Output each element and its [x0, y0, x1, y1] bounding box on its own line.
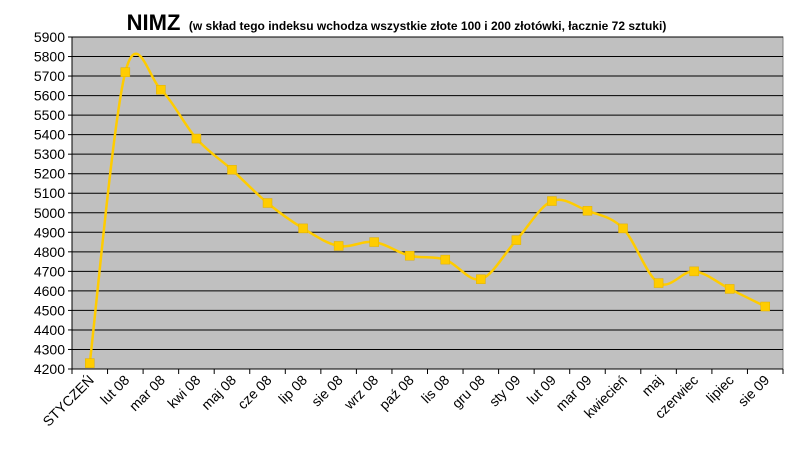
y-tick-label: 4600: [34, 283, 65, 299]
data-point: [476, 274, 486, 284]
x-tick-label: kwi 08: [164, 372, 204, 412]
y-tick-label: 5600: [34, 88, 65, 104]
y-tick-label: 5300: [34, 146, 65, 162]
plot-area: [71, 36, 784, 370]
y-tick-label: 4900: [34, 224, 65, 240]
data-point: [120, 67, 131, 77]
y-tick-label: 5900: [34, 29, 65, 45]
x-tick-label: sie 09: [735, 372, 773, 410]
data-point: [440, 254, 451, 265]
data-point: [227, 165, 237, 175]
gridlines: [72, 36, 783, 350]
y-tick-label: 5400: [34, 127, 65, 143]
x-tick-label: paź 08: [376, 372, 417, 413]
x-tick-label: wrz 08: [340, 372, 381, 413]
y-tick-label: 5800: [34, 49, 65, 65]
x-tick-label: mar 08: [126, 372, 168, 414]
chart-title: NIMZ (w skład tego indeksu wchodza wszys…: [0, 10, 793, 36]
y-tick-label: 4400: [34, 322, 65, 338]
data-point: [653, 278, 664, 288]
y-tick-label: 5000: [34, 205, 65, 221]
data-point: [511, 235, 522, 245]
y-tick-label: 4200: [34, 361, 65, 377]
data-point: [191, 133, 202, 144]
x-tick-label: maj: [638, 372, 665, 399]
x-tick-label: lipiec: [703, 372, 737, 406]
y-tick-label: 4700: [34, 263, 65, 279]
x-tick-label: gru 08: [449, 372, 489, 412]
x-tick-label: STYCZEŃ: [39, 372, 97, 430]
chart-subtitle: (w skład tego indeksu wchodza wszystkie …: [188, 19, 667, 33]
data-point: [760, 301, 770, 312]
chart-title-main: NIMZ: [126, 10, 181, 35]
data-point: [724, 284, 735, 294]
data-point: [262, 198, 273, 208]
y-tick-label: 4500: [34, 302, 65, 318]
series-layer: [85, 52, 770, 368]
y-axis: 4200 4300 4400 4500 4600 4700 4800 4900 5000 5100…: [34, 29, 73, 377]
y-tick-label: 4300: [34, 341, 65, 357]
x-tick-label: sie 08: [308, 372, 346, 410]
y-tick-label: 5700: [34, 68, 65, 84]
data-point: [298, 223, 308, 234]
y-tick-label: 5200: [34, 166, 65, 182]
x-tick-label: maj 08: [198, 372, 239, 413]
x-tick-label: cze 08: [234, 372, 275, 413]
data-point: [85, 358, 95, 368]
x-tick-label: lip 08: [275, 372, 310, 407]
data-point: [333, 241, 344, 251]
x-tick-label: sty 09: [486, 372, 524, 410]
data-point: [156, 84, 166, 95]
data-point: [689, 266, 699, 277]
data-point: [547, 196, 557, 206]
data-point: [618, 223, 628, 234]
data-point: [369, 237, 379, 247]
y-tick-label: 5500: [34, 107, 65, 123]
data-point: [404, 250, 415, 261]
x-tick-label: lis 08: [418, 372, 453, 407]
y-tick-label: 5100: [34, 185, 65, 201]
data-point: [582, 206, 593, 216]
y-tick-label: 4800: [34, 244, 65, 260]
